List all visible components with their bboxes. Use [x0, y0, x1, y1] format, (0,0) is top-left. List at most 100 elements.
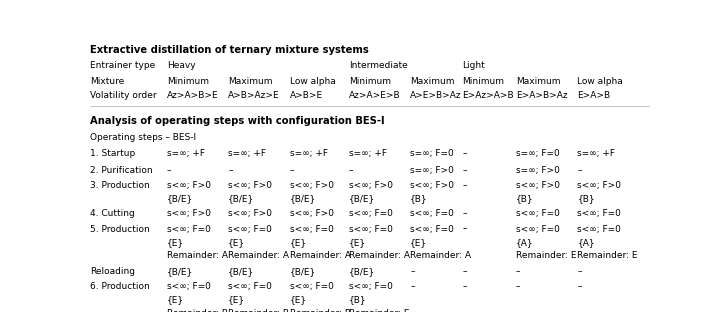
- Text: s=∞; F>0: s=∞; F>0: [516, 166, 559, 175]
- Text: s<∞; F>0: s<∞; F>0: [167, 181, 211, 190]
- Text: E>A>B: E>A>B: [578, 91, 611, 100]
- Text: s<∞; F>0: s<∞; F>0: [290, 181, 334, 190]
- Text: –: –: [462, 282, 466, 291]
- Text: Extractive distillation of ternary mixture systems: Extractive distillation of ternary mixtu…: [90, 45, 369, 55]
- Text: s<∞; F>0: s<∞; F>0: [516, 181, 560, 190]
- Text: {B/E}: {B/E}: [228, 267, 255, 275]
- Text: s<∞; F=0: s<∞; F=0: [410, 209, 454, 218]
- Text: Remainder: E: Remainder: E: [578, 251, 638, 260]
- Text: 5. Production: 5. Production: [90, 225, 150, 234]
- Text: 6. Production: 6. Production: [90, 282, 150, 291]
- Text: –: –: [462, 225, 466, 234]
- Text: {E}: {E}: [349, 238, 366, 247]
- Text: –: –: [578, 282, 582, 291]
- Text: –: –: [462, 267, 466, 275]
- Text: Light: Light: [462, 61, 485, 71]
- Text: Remainder: E: Remainder: E: [349, 309, 410, 312]
- Text: {A}: {A}: [578, 238, 595, 247]
- Text: {B/E}: {B/E}: [290, 267, 316, 275]
- Text: s<∞; F>0: s<∞; F>0: [228, 209, 272, 218]
- Text: Reloading: Reloading: [90, 267, 135, 275]
- Text: s<∞; F=0: s<∞; F=0: [349, 225, 393, 234]
- Text: Operating steps – BES-I: Operating steps – BES-I: [90, 133, 196, 142]
- Text: –: –: [578, 166, 582, 175]
- Text: {E}: {E}: [228, 238, 245, 247]
- Text: {B}: {B}: [410, 195, 428, 203]
- Text: –: –: [167, 166, 171, 175]
- Text: –: –: [516, 282, 521, 291]
- Text: {B}: {B}: [578, 195, 595, 203]
- Text: Maximum: Maximum: [410, 77, 455, 86]
- Text: Remainder: A: Remainder: A: [167, 251, 228, 260]
- Text: Maximum: Maximum: [228, 77, 273, 86]
- Text: A>B>Az>E: A>B>Az>E: [228, 91, 280, 100]
- Text: Remainder: A: Remainder: A: [410, 251, 472, 260]
- Text: s=∞; F=0: s=∞; F=0: [410, 149, 454, 158]
- Text: s=∞; +F: s=∞; +F: [167, 149, 205, 158]
- Text: 2. Purification: 2. Purification: [90, 166, 153, 175]
- Text: –: –: [228, 166, 233, 175]
- Text: s<∞; F=0: s<∞; F=0: [578, 225, 622, 234]
- Text: Minimum: Minimum: [167, 77, 208, 86]
- Text: Az>A>E>B: Az>A>E>B: [349, 91, 400, 100]
- Text: {B/E}: {B/E}: [290, 195, 316, 203]
- Text: –: –: [410, 267, 415, 275]
- Text: Volatility order: Volatility order: [90, 91, 156, 100]
- Text: s<∞; F=0: s<∞; F=0: [290, 282, 334, 291]
- Text: s<∞; F>0: s<∞; F>0: [410, 181, 454, 190]
- Text: s=∞; F=0: s=∞; F=0: [516, 149, 559, 158]
- Text: –: –: [410, 282, 415, 291]
- Text: {E}: {E}: [167, 295, 184, 305]
- Text: Remainder: A: Remainder: A: [290, 251, 350, 260]
- Text: {E}: {E}: [410, 238, 428, 247]
- Text: s<∞; F=0: s<∞; F=0: [167, 225, 211, 234]
- Text: {B/E}: {B/E}: [349, 195, 375, 203]
- Text: {B/E}: {B/E}: [228, 195, 255, 203]
- Text: Remainder: A: Remainder: A: [228, 251, 289, 260]
- Text: E>A>B>Az: E>A>B>Az: [516, 91, 567, 100]
- Text: {E}: {E}: [228, 295, 245, 305]
- Text: {B/E}: {B/E}: [349, 267, 375, 275]
- Text: {E}: {E}: [167, 238, 184, 247]
- Text: s=∞; +F: s=∞; +F: [228, 149, 266, 158]
- Text: {B}: {B}: [516, 195, 534, 203]
- Text: s=∞; +F: s=∞; +F: [349, 149, 387, 158]
- Text: {E}: {E}: [290, 295, 306, 305]
- Text: s<∞; F=0: s<∞; F=0: [516, 225, 559, 234]
- Text: s<∞; F=0: s<∞; F=0: [349, 209, 393, 218]
- Text: Analysis of operating steps with configuration BES-I: Analysis of operating steps with configu…: [90, 115, 385, 125]
- Text: s<∞; F=0: s<∞; F=0: [228, 282, 272, 291]
- Text: Entrainer type: Entrainer type: [90, 61, 155, 71]
- Text: A>B>E: A>B>E: [290, 91, 323, 100]
- Text: {B/E}: {B/E}: [167, 195, 193, 203]
- Text: 4. Cutting: 4. Cutting: [90, 209, 135, 218]
- Text: s=∞; +F: s=∞; +F: [578, 149, 616, 158]
- Text: –: –: [462, 209, 466, 218]
- Text: 3. Production: 3. Production: [90, 181, 150, 190]
- Text: 1. Startup: 1. Startup: [90, 149, 136, 158]
- Text: Heavy: Heavy: [167, 61, 195, 71]
- Text: s=∞; +F: s=∞; +F: [290, 149, 327, 158]
- Text: –: –: [462, 149, 466, 158]
- Text: s<∞; F>0: s<∞; F>0: [578, 181, 622, 190]
- Text: s<∞; F>0: s<∞; F>0: [290, 209, 334, 218]
- Text: Maximum: Maximum: [516, 77, 560, 86]
- Text: s<∞; F>0: s<∞; F>0: [228, 181, 272, 190]
- Text: s<∞; F=0: s<∞; F=0: [167, 282, 211, 291]
- Text: s<∞; F>0: s<∞; F>0: [167, 209, 211, 218]
- Text: Minimum: Minimum: [349, 77, 391, 86]
- Text: –: –: [516, 267, 521, 275]
- Text: Minimum: Minimum: [462, 77, 504, 86]
- Text: –: –: [578, 267, 582, 275]
- Text: –: –: [349, 166, 353, 175]
- Text: s<∞; F>0: s<∞; F>0: [349, 181, 393, 190]
- Text: s<∞; F=0: s<∞; F=0: [516, 209, 559, 218]
- Text: {A}: {A}: [516, 238, 534, 247]
- Text: s<∞; F=0: s<∞; F=0: [410, 225, 454, 234]
- Text: Low alpha: Low alpha: [578, 77, 623, 86]
- Text: {B/E}: {B/E}: [167, 267, 193, 275]
- Text: Remainder: B: Remainder: B: [290, 309, 350, 312]
- Text: s<∞; F=0: s<∞; F=0: [349, 282, 393, 291]
- Text: E>Az>A>B: E>Az>A>B: [462, 91, 514, 100]
- Text: {E}: {E}: [290, 238, 306, 247]
